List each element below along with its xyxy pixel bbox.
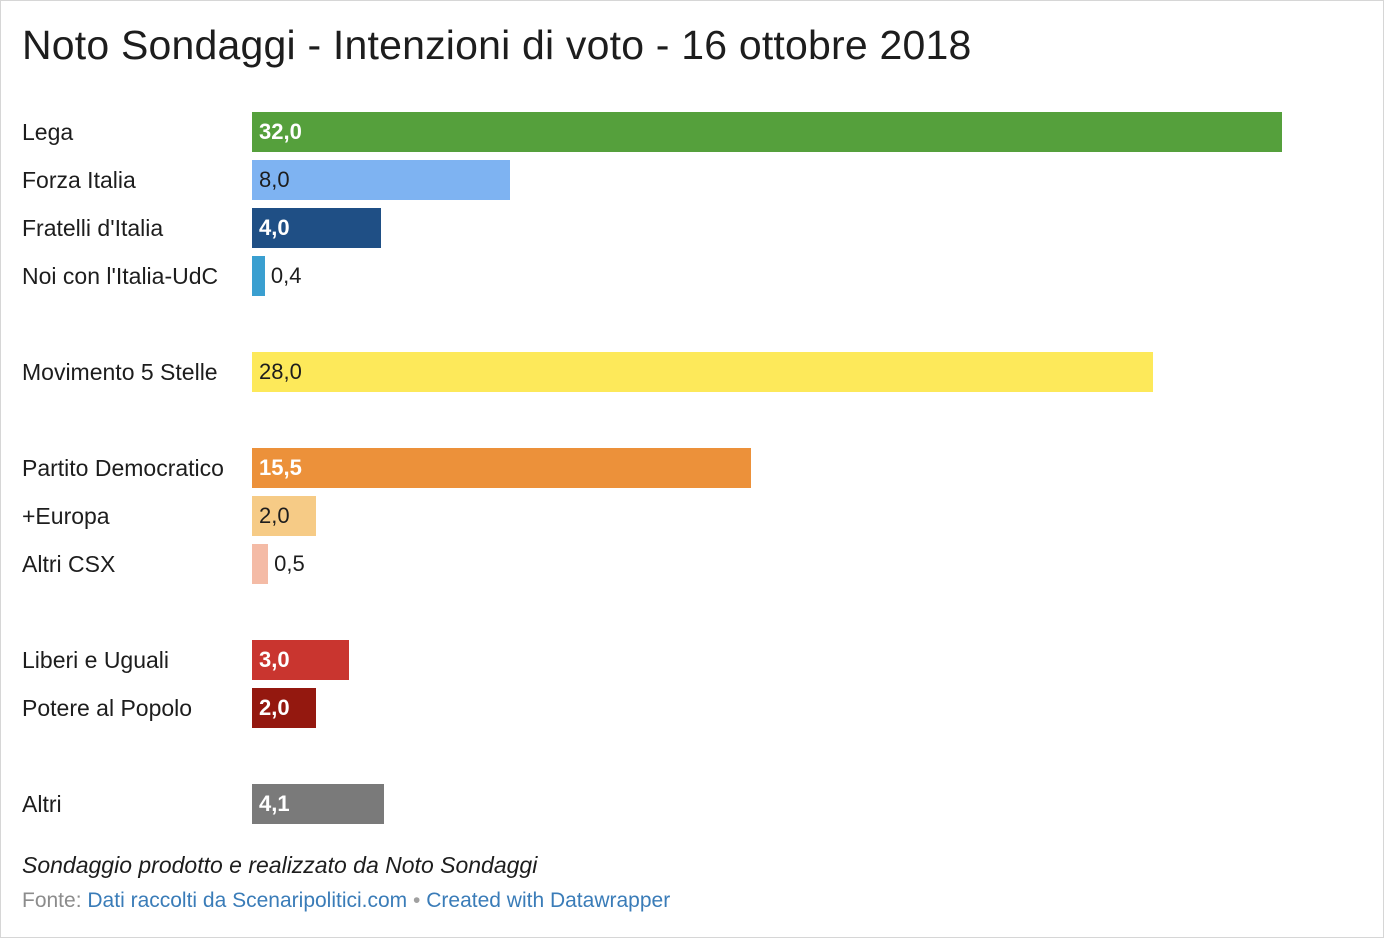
value-label-partito-democratico: 15,5 (259, 455, 302, 480)
category-label-lega: Lega (22, 119, 74, 145)
category-label-europa: +Europa (22, 503, 110, 529)
value-label-lega: 32,0 (259, 119, 302, 144)
category-label-partito-democratico: Partito Democratico (22, 455, 224, 481)
category-label-altri: Altri (22, 791, 62, 817)
category-label-potere-al-popolo: Potere al Popolo (22, 695, 193, 721)
datawrapper-credit-link[interactable]: Created with Datawrapper (426, 889, 671, 912)
source-prefix: Fonte: (22, 889, 82, 912)
chart-source: Fonte: Dati raccolti da Scenaripolitici.… (22, 889, 670, 913)
value-label-altri: 4,1 (259, 791, 290, 816)
bar-fratelli-d-italia (252, 208, 381, 248)
bar-forza-italia (252, 160, 510, 200)
bar-altri (252, 784, 384, 824)
value-label-altri-csx: 0,5 (274, 551, 305, 576)
bar-europa (252, 496, 317, 536)
bar-noi-con-l-italia-udc (252, 256, 265, 296)
category-label-fratelli-d-italia: Fratelli d'Italia (22, 215, 164, 241)
value-label-noi-con-l-italia-udc: 0,4 (270, 263, 302, 288)
bar-altri-csx (252, 544, 269, 584)
value-label-movimento-5-stelle: 28,0 (259, 359, 302, 384)
category-label-liberi-e-uguali: Liberi e Uguali (22, 647, 170, 673)
value-label-forza-italia: 8,0 (259, 167, 290, 192)
chart-notes: Sondaggio prodotto e realizzato da Noto … (22, 852, 538, 878)
category-label-noi-con-l-italia-udc: Noi con l'Italia-UdC (22, 263, 219, 289)
category-label-movimento-5-stelle: Movimento 5 Stelle (22, 359, 218, 385)
bar-liberi-e-uguali (252, 640, 349, 680)
bar-lega (252, 112, 1282, 152)
source-separator: • (413, 889, 421, 912)
bar-movimento-5-stelle (252, 352, 1154, 392)
bar-partito-democratico (252, 448, 751, 488)
category-label-altri-csx: Altri CSX (22, 551, 116, 577)
bar-potere-al-popolo (252, 688, 317, 728)
value-label-potere-al-popolo: 2,0 (259, 695, 290, 720)
value-label-fratelli-d-italia: 4,0 (259, 215, 290, 240)
source-link[interactable]: Dati raccolti da Scenaripolitici.com (87, 889, 408, 912)
value-label-liberi-e-uguali: 3,0 (259, 647, 290, 672)
chart-title: Noto Sondaggi - Intenzioni di voto - 16 … (22, 22, 972, 68)
value-label-europa: 2,0 (259, 503, 290, 528)
category-label-forza-italia: Forza Italia (22, 167, 136, 193)
